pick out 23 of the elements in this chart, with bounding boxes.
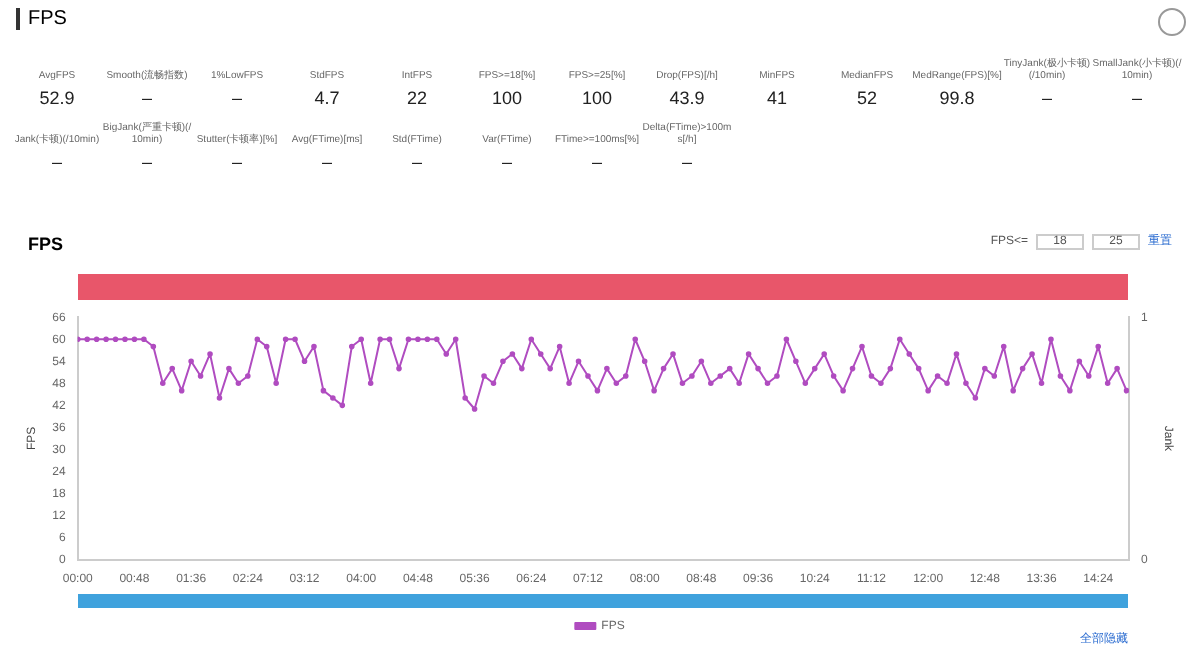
text: – [139,152,154,172]
text: – [589,152,604,172]
text: 41 [764,88,789,108]
text: – [1039,88,1054,108]
text: 43.9 [667,88,707,108]
text: – [1129,88,1144,108]
chart-title: FPS [28,234,64,254]
text: – [139,88,154,108]
text: 22 [404,88,429,108]
text: 100 [489,88,525,108]
text: 99.8 [937,88,977,108]
text: – [229,152,244,172]
text: – [679,152,694,172]
text: 52 [854,88,879,108]
text: 4.7 [312,88,342,108]
text: FPS [16,8,67,30]
text: – [229,88,244,108]
text: – [409,152,424,172]
text: 52.9 [37,88,77,108]
text: – [49,152,64,172]
text: – [319,152,334,172]
text: 100 [579,88,615,108]
text: – [499,152,514,172]
